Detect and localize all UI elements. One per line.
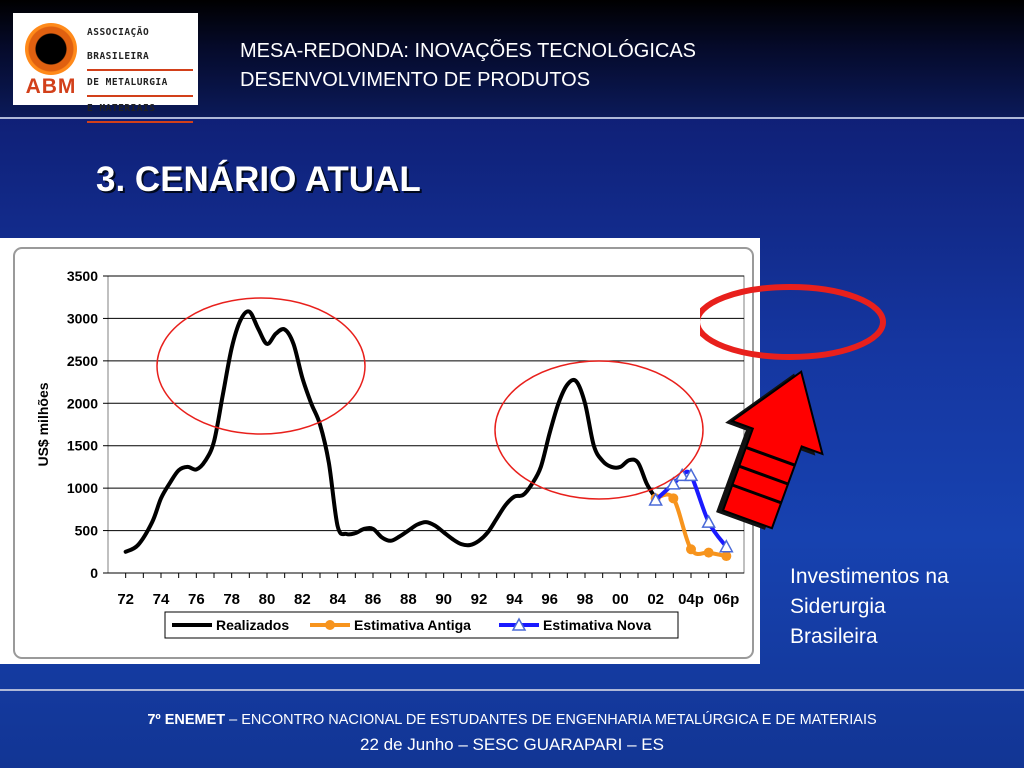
x-tick-label: 80 xyxy=(259,591,276,608)
arrow-group xyxy=(716,370,824,530)
legend-marker-estimativa-nova xyxy=(511,617,527,631)
footer-date-location: 22 de Junho – SESC GUARAPARI – ES xyxy=(360,735,664,754)
chart-legend xyxy=(164,611,679,639)
header-divider xyxy=(0,117,1024,119)
x-tick-label: 82 xyxy=(294,591,311,608)
x-tick-label: 98 xyxy=(577,591,594,608)
rising-arrow-graphic xyxy=(700,284,886,530)
y-axis-label: US$ milhões xyxy=(35,382,51,466)
side-note-line-3: Brasileira xyxy=(790,625,878,648)
x-tick-label: 84 xyxy=(329,591,346,608)
y-tick-label: 3500 xyxy=(67,268,98,284)
x-tick-label: 76 xyxy=(188,591,205,608)
legend-label-estimativa-antiga: Estimativa Antiga xyxy=(354,617,471,633)
legend-label-estimativa-nova: Estimativa Nova xyxy=(543,617,651,633)
series-point-estimativa-antiga xyxy=(686,544,696,555)
arrow-stripe xyxy=(738,464,789,486)
x-tick-label: 86 xyxy=(365,591,382,608)
y-tick-label: 500 xyxy=(75,523,99,539)
header-title-line-1: MESA-REDONDA: INOVAÇÕES TECNOLÓGICAS xyxy=(240,40,697,62)
chart-panel: 0 500 1000 1500 2000 2500 3000 3500 US$ milhões 7… xyxy=(0,238,760,664)
y-tick-label: 1500 xyxy=(67,438,98,454)
arrow-icon xyxy=(721,370,824,530)
y-tick-label: 2000 xyxy=(67,395,98,411)
x-tick-label: 88 xyxy=(400,591,417,608)
x-tick-label: 00 xyxy=(612,591,629,608)
x-tick-label: 90 xyxy=(435,591,452,608)
highlight-ellipse-top xyxy=(700,284,886,360)
series-point-estimativa-nova xyxy=(701,514,716,528)
series-line-realizados xyxy=(123,309,658,554)
series-point-estimativa-nova xyxy=(683,467,699,482)
x-tick-label: 78 xyxy=(223,591,240,608)
series-point-estimativa-antiga xyxy=(703,547,714,558)
y-tick-label: 2500 xyxy=(67,353,98,369)
x-tick-label: 94 xyxy=(506,591,523,608)
series-point-estimativa-nova xyxy=(666,476,681,490)
abm-logo-acronym: ABM xyxy=(25,75,77,98)
investment-line-chart: 0 500 1000 1500 2000 2500 3000 3500 US$ milhões 7… xyxy=(13,247,754,659)
abm-logo-line-3: E MATERIAIS xyxy=(87,97,193,123)
series-point-estimativa-nova xyxy=(648,492,663,506)
highlight-ellipse-peak-1998 xyxy=(494,360,704,500)
x-tick-label: 02 xyxy=(647,591,664,608)
abm-logo-line-2: DE METALURGIA xyxy=(87,71,193,97)
footer-event-description: – ENCONTRO NACIONAL DE ESTUDANTES DE ENG… xyxy=(225,712,877,728)
x-tick-label: 06p xyxy=(713,591,739,608)
series-point-estimativa-antiga xyxy=(668,493,679,504)
x-tick-label: 92 xyxy=(471,591,488,608)
footer-event-name: 7º ENEMET xyxy=(147,712,226,728)
x-tick-label: 04p xyxy=(678,591,704,608)
x-tick-label: 96 xyxy=(541,591,558,608)
x-tick-label: 72 xyxy=(117,591,134,608)
side-note: Investimentos na Siderurgia Brasileira xyxy=(790,562,949,652)
series-point-estimativa-nova xyxy=(719,539,734,553)
abm-logo-text: ASSOCIAÇÃO BRASILEIRA DE METALURGIA E MA… xyxy=(87,21,193,123)
plot-area xyxy=(107,275,745,574)
arrow-stripe xyxy=(731,483,782,505)
x-tick-label: 74 xyxy=(153,591,170,608)
legend-marker-estimativa-antiga xyxy=(325,620,335,630)
side-note-line-1: Investimentos na xyxy=(790,565,949,588)
footer-event-line: 7º ENEMET – ENCONTRO NACIONAL DE ESTUDAN… xyxy=(0,712,1024,728)
y-tick-label: 0 xyxy=(90,565,98,581)
abm-logo-ring-icon xyxy=(25,23,77,75)
abm-logo: ABM ASSOCIAÇÃO BRASILEIRA DE METALURGIA … xyxy=(13,13,198,123)
header-title-line-2: DESENVOLVIMENTO DE PRODUTOS xyxy=(240,69,591,91)
y-tick-label: 1000 xyxy=(67,480,98,496)
highlight-ellipse-peak-1980 xyxy=(156,297,366,435)
legend-label-realizados: Realizados xyxy=(216,617,289,633)
footer-divider xyxy=(0,689,1024,691)
series-point-estimativa-antiga xyxy=(721,551,732,562)
section-title: 3. CENÁRIO ATUAL xyxy=(96,160,421,199)
abm-logo-line-1: ASSOCIAÇÃO BRASILEIRA xyxy=(87,21,193,71)
arrow-stripe xyxy=(745,446,796,467)
side-note-line-2: Siderurgia xyxy=(790,595,886,618)
y-tick-label: 3000 xyxy=(67,310,98,326)
